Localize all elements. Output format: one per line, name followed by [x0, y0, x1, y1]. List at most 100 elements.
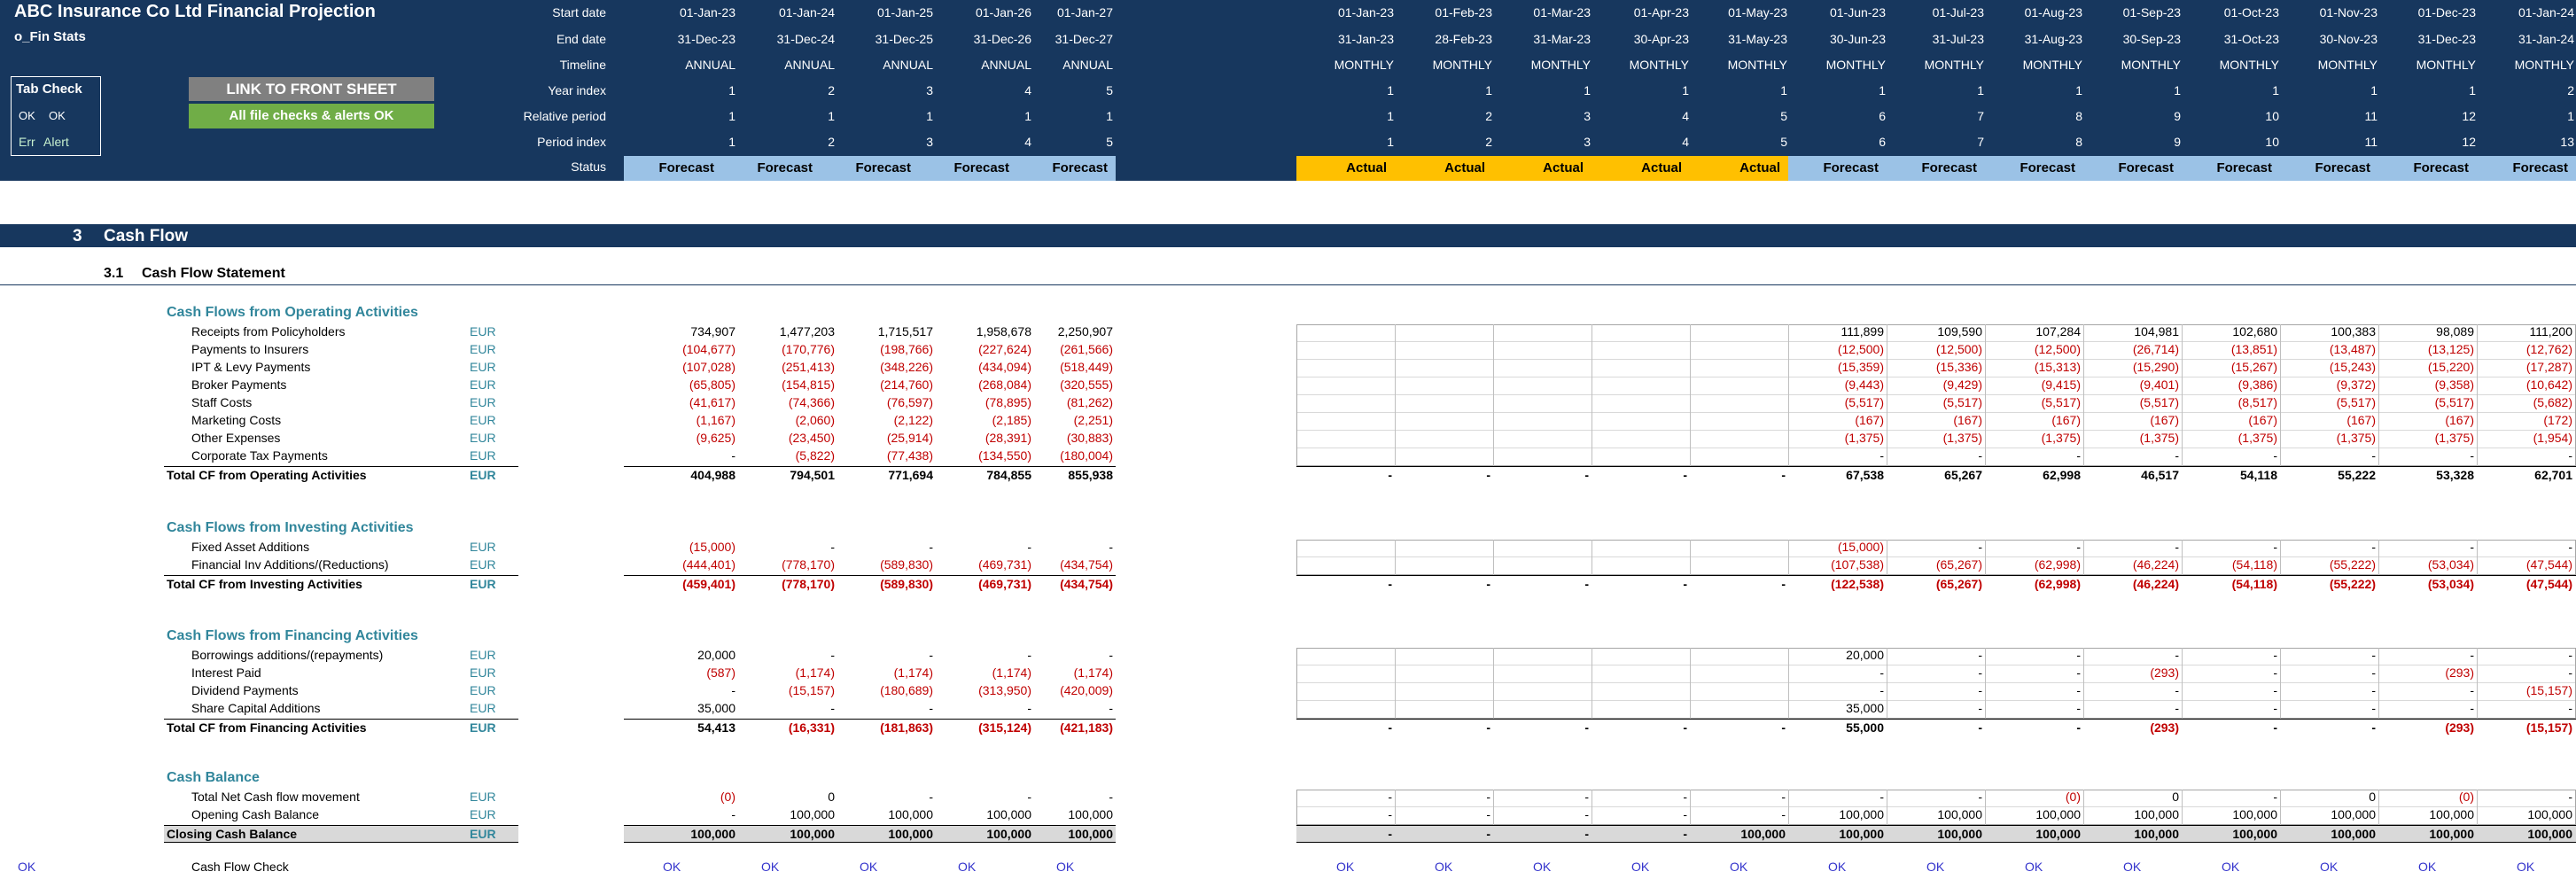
monthly-start-cell: 01-Nov-23: [2319, 5, 2378, 19]
status-monthly-cell: Actual: [1395, 156, 1493, 181]
header-label: End date: [556, 32, 606, 46]
monthly-total-cell: -: [1584, 827, 1589, 841]
status-annual-cell: Forecast: [722, 156, 821, 181]
row-unit: EUR: [470, 413, 496, 427]
annual-value-cell: (180,689): [880, 683, 933, 697]
total-rule: [164, 842, 518, 843]
monthly-total-cell: -: [1584, 720, 1589, 735]
annual-end-cell: 31-Dec-27: [1055, 32, 1113, 46]
row-gridline: [1296, 556, 2576, 557]
annual-relative-cell: 1: [728, 109, 735, 123]
total-rule: [624, 466, 1116, 467]
annual-value-cell: (170,776): [782, 342, 835, 356]
row-unit: EUR: [470, 395, 496, 409]
annual-value-cell: 2,250,907: [1057, 324, 1113, 339]
annual-value-cell: (65,805): [689, 377, 735, 392]
total-rule: [624, 842, 1116, 843]
annual-value-cell: (5,822): [795, 448, 835, 463]
monthly-value-cell: -: [2470, 448, 2474, 463]
annual-value-cell: (444,401): [682, 557, 735, 572]
total-label: Total CF from Financing Activities: [167, 720, 367, 735]
link-to-front-sheet-button[interactable]: LINK TO FRONT SHEET: [189, 77, 434, 101]
monthly-total-cell: (54,118): [2231, 577, 2277, 591]
total-rule: [164, 466, 518, 467]
monthly-timeline-cell: MONTHLY: [1432, 58, 1492, 72]
tab-check-alert: Alert: [43, 135, 69, 149]
monthly-value-cell: -: [2568, 448, 2572, 463]
row-gridline: [1296, 430, 2576, 431]
monthly-relative-cell: 12: [2462, 109, 2476, 123]
annual-start-cell: 01-Jan-27: [1056, 5, 1113, 19]
monthly-value-cell: -: [2470, 701, 2474, 715]
total-rule: [624, 825, 1116, 826]
subsection-number: 3.1: [104, 266, 124, 281]
monthly-value-cell: (1,375): [2041, 431, 2081, 445]
monthly-value-cell: (9,358): [2434, 377, 2474, 392]
monthly-timeline-cell: MONTHLY: [1334, 58, 1394, 72]
monthly-end-cell: 31-Jan-23: [1337, 32, 1394, 46]
annual-value-cell: (107,028): [682, 360, 735, 374]
group-heading: Cash Flows from Operating Activities: [167, 305, 418, 320]
total-rule: [1296, 575, 2576, 576]
annual-value-cell: (2,185): [992, 413, 1031, 427]
monthly-value-cell: (15,000): [1837, 540, 1884, 554]
monthly-value-cell: (167): [2150, 413, 2179, 427]
monthly-value-cell: -: [2273, 448, 2277, 463]
monthly-value-cell: (47,544): [2525, 557, 2572, 572]
monthly-timeline-cell: MONTHLY: [2416, 58, 2476, 72]
monthly-start-cell: 01-Jun-23: [1829, 5, 1886, 19]
monthly-relative-cell: 8: [2075, 109, 2082, 123]
annual-value-cell: (268,084): [978, 377, 1031, 392]
row-unit: EUR: [470, 665, 496, 680]
monthly-total-cell: 100,000: [2232, 827, 2277, 841]
file-checks-status: All file checks & alerts OK: [189, 104, 434, 128]
group-heading: Cash Flows from Investing Activities: [167, 520, 414, 535]
monthly-value-cell: -: [2076, 665, 2081, 680]
row-label: Other Expenses: [191, 431, 281, 445]
monthly-total-cell: 46,517: [2141, 468, 2179, 482]
annual-value-cell: -: [830, 701, 835, 715]
annual-timeline-cell: ANNUAL: [1062, 58, 1113, 72]
closing-row-band: [164, 825, 518, 842]
row-unit: EUR: [470, 557, 496, 572]
monthly-total-cell: -: [1683, 468, 1687, 482]
annual-value-cell: (587): [706, 665, 735, 680]
monthly-value-cell: (12,500): [1837, 342, 1884, 356]
annual-total-cell: 100,000: [690, 827, 735, 841]
tab-check-ok: OK: [49, 109, 66, 122]
monthly-value-cell: -: [1978, 540, 1982, 554]
monthly-end-cell: 31-Jul-23: [1932, 32, 1984, 46]
monthly-value-cell: (15,336): [1935, 360, 1982, 374]
row-unit: EUR: [470, 648, 496, 662]
monthly-end-cell: 30-Sep-23: [2122, 32, 2181, 46]
column-divider: [1395, 648, 1396, 719]
monthly-value-cell: 109,590: [1937, 324, 1982, 339]
annual-start-cell: 01-Jan-25: [876, 5, 933, 19]
monthly-timeline-cell: MONTHLY: [1530, 58, 1591, 72]
monthly-year-index-cell: 2: [2567, 83, 2574, 97]
monthly-check-cell: OK: [1336, 860, 1355, 874]
column-divider: [2182, 790, 2183, 825]
monthly-value-cell: (172): [2543, 413, 2572, 427]
annual-total-cell: (469,731): [978, 577, 1031, 591]
monthly-block-frame: [1296, 648, 2576, 719]
column-divider: [2083, 540, 2084, 575]
monthly-relative-cell: 9: [2174, 109, 2181, 123]
monthly-value-cell: (1,375): [2434, 431, 2474, 445]
column-divider: [2083, 790, 2084, 825]
annual-value-cell: (28,391): [984, 431, 1031, 445]
closing-row-band: [624, 825, 1116, 842]
row-unit: EUR: [470, 431, 496, 445]
monthly-total-cell: (122,538): [1831, 577, 1884, 591]
annual-value-cell: -: [1109, 648, 1113, 662]
monthly-value-cell: 111,899: [1841, 324, 1884, 339]
annual-timeline-cell: ANNUAL: [883, 58, 933, 72]
monthly-block-frame: [1296, 540, 2576, 575]
monthly-value-cell: (167): [2051, 413, 2081, 427]
status-monthly-cell: Forecast: [1985, 156, 2083, 181]
monthly-value-cell: (15,359): [1837, 360, 1884, 374]
annual-check-cell: OK: [958, 860, 977, 874]
monthly-period-index-cell: 3: [1584, 135, 1591, 149]
monthly-value-cell: (12,500): [2034, 342, 2081, 356]
monthly-value-cell: -: [1978, 683, 1982, 697]
